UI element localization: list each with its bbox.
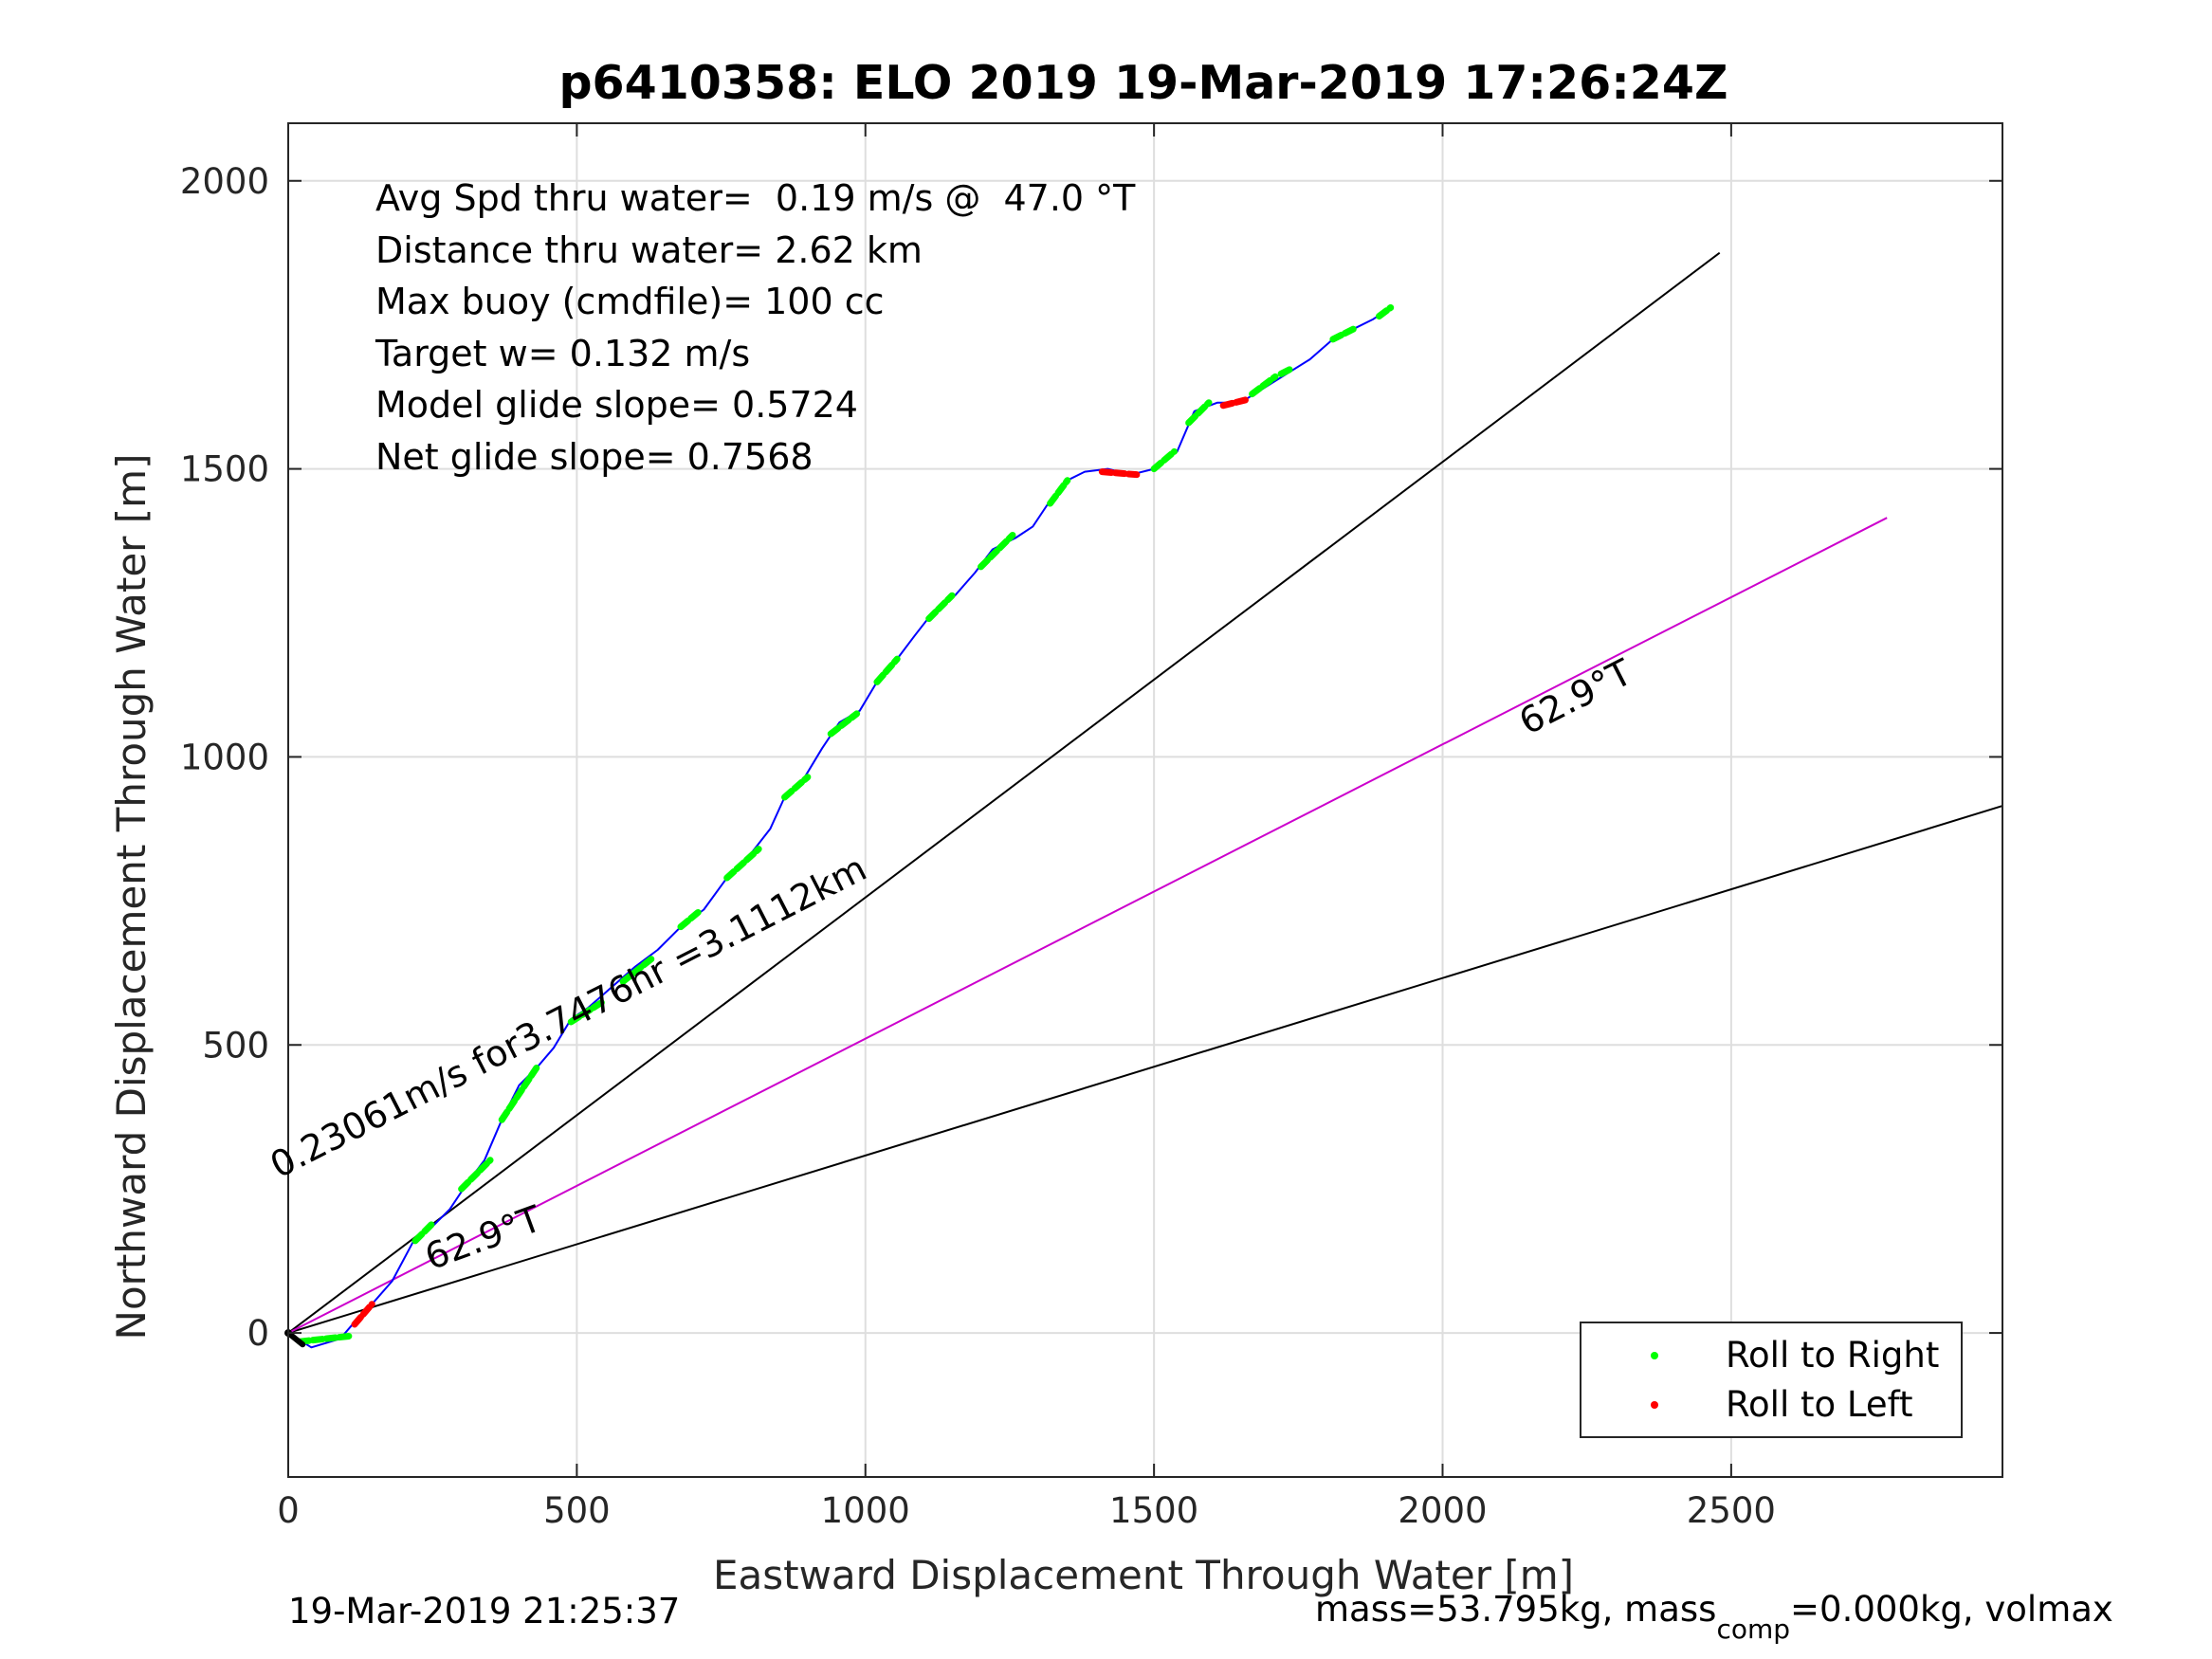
- y-tick-label: 2000: [180, 161, 269, 202]
- roll-right-marker: [677, 908, 702, 931]
- stat-avg-speed: Avg Spd thru water= 0.19 m/s @ 47.0 °T: [375, 177, 1136, 219]
- y-tick-labels: 0 500 1000 1500 2000: [180, 161, 269, 1354]
- legend-label-roll-left: Roll to Left: [1726, 1384, 1913, 1425]
- roll-right-marker: [873, 655, 901, 685]
- roll-right-marker: [1047, 477, 1071, 507]
- plot-frame: [287, 122, 2003, 1478]
- x-axis-label: Eastward Displacement Through Water [m]: [713, 1552, 1574, 1598]
- roll-right-marker: [567, 998, 607, 1026]
- y-tick-label: 1500: [180, 449, 269, 490]
- x-tick-label: 2000: [1398, 1490, 1487, 1531]
- roll-right-marker: [1249, 373, 1279, 398]
- x-tick-label: 2500: [1687, 1490, 1776, 1531]
- x-tick-label: 1500: [1109, 1490, 1198, 1531]
- roll-right-marker: [411, 1220, 436, 1245]
- y-tick-label: 500: [202, 1025, 269, 1066]
- roll-right-marker: [1277, 364, 1296, 377]
- legend: Roll to Right Roll to Left: [1580, 1322, 1963, 1438]
- legend-marker-roll-right: [1651, 1352, 1658, 1359]
- plot-area: [284, 122, 2003, 1478]
- stat-distance: Distance thru water= 2.62 km: [375, 229, 923, 271]
- roll-right-marker: [619, 955, 656, 985]
- roll-right-marker: [781, 774, 812, 801]
- roll-right-marker: [1185, 399, 1213, 427]
- roll-left-marker: [1098, 468, 1141, 479]
- stat-target-w: Target w= 0.132 m/s: [375, 333, 750, 374]
- stats-box: Avg Spd thru water= 0.19 m/s @ 47.0 °T D…: [375, 177, 1136, 478]
- footer-mass: mass=53.795kg, masscomp=0.000kg, volmax: [1315, 1589, 2113, 1645]
- reference-line: [287, 517, 1888, 1334]
- roll-right-marker: [458, 1157, 494, 1193]
- roll-markers: [284, 303, 1395, 1348]
- roll-right-marker: [978, 531, 1016, 571]
- legend-marker-roll-left: [1651, 1401, 1658, 1409]
- roll-right-marker: [827, 710, 861, 738]
- legend-label-roll-right: Roll to Right: [1726, 1335, 1939, 1376]
- footer-mass-post: =0.000kg, volmax: [1790, 1589, 2113, 1630]
- reference-line: [287, 805, 2003, 1335]
- y-axis-label: Northward Displacement Through Water [m]: [108, 454, 155, 1340]
- roll-right-marker: [296, 1332, 356, 1345]
- roll-right-marker: [1376, 303, 1395, 320]
- footer-mass-pre: mass=53.795kg, mass: [1315, 1589, 1716, 1630]
- stat-max-buoy: Max buoy (cmdfile)= 100 cc: [375, 281, 885, 322]
- stat-net-glide: Net glide slope= 0.7568: [375, 436, 814, 478]
- y-tick-label: 0: [247, 1313, 269, 1354]
- reference-line: [287, 251, 1721, 1334]
- start-marker: [285, 1330, 306, 1348]
- reference-lines: [287, 251, 2003, 1335]
- roll-right-marker: [498, 1065, 540, 1123]
- stat-model-glide: Model glide slope= 0.5724: [375, 384, 858, 426]
- chart-title: p6410358: ELO 2019 19-Mar-2019 17:26:24Z: [558, 56, 1728, 110]
- y-tick-label: 1000: [180, 737, 269, 777]
- roll-right-marker: [723, 846, 762, 882]
- x-tick-labels: 0 500 1000 1500 2000 2500: [277, 1490, 1776, 1531]
- grid: [287, 123, 2002, 1477]
- plot-background: [288, 123, 2002, 1477]
- footer-mass-sub: comp: [1716, 1613, 1790, 1645]
- roll-left-marker: [351, 1301, 375, 1328]
- x-tick-label: 1000: [821, 1490, 910, 1531]
- roll-right-marker: [925, 592, 956, 623]
- x-tick-label: 500: [543, 1490, 611, 1531]
- roll-left-marker: [1219, 396, 1251, 410]
- legend-box: [1580, 1322, 1963, 1438]
- roll-right-marker: [1150, 447, 1178, 473]
- footer-timestamp: 19-Mar-2019 21:25:37: [288, 1591, 680, 1632]
- x-tick-label: 0: [277, 1490, 300, 1531]
- roll-right-marker: [1329, 324, 1360, 343]
